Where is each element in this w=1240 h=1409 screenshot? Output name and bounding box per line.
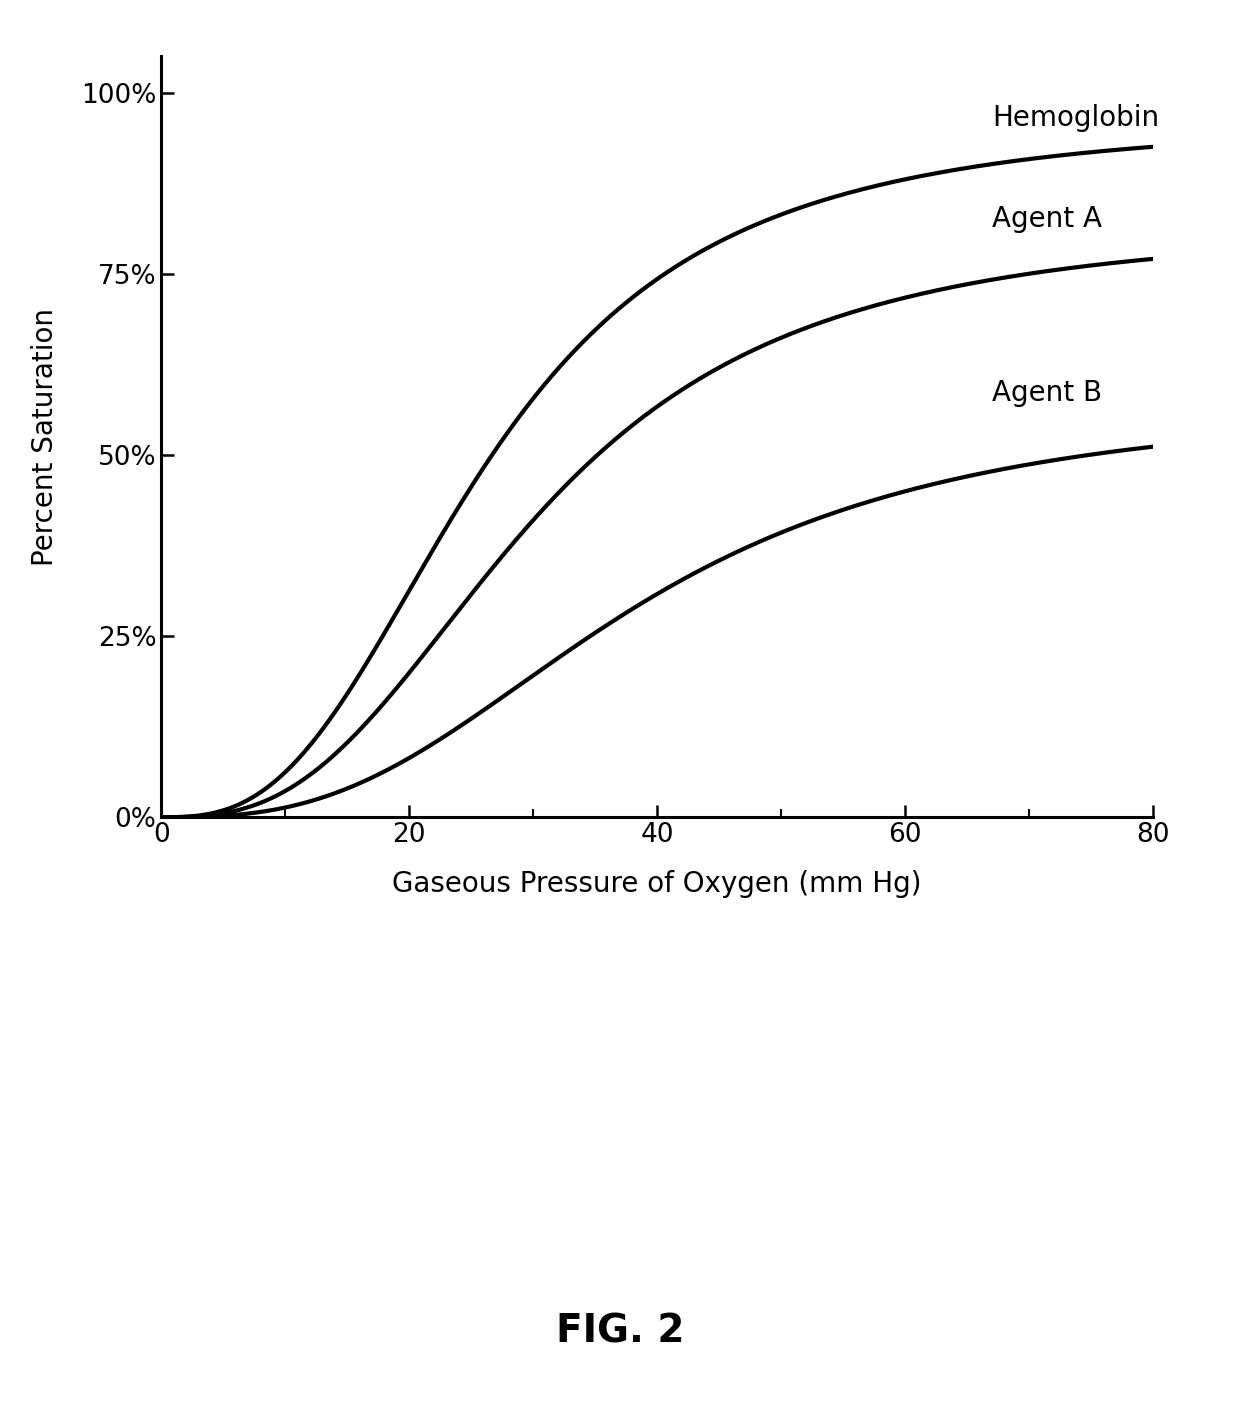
Text: FIG. 2: FIG. 2 — [556, 1313, 684, 1350]
Text: Agent B: Agent B — [992, 379, 1102, 407]
Y-axis label: Percent Saturation: Percent Saturation — [31, 307, 58, 566]
X-axis label: Gaseous Pressure of Oxygen (mm Hg): Gaseous Pressure of Oxygen (mm Hg) — [392, 871, 923, 899]
Text: Hemoglobin: Hemoglobin — [992, 104, 1159, 132]
Text: Agent A: Agent A — [992, 206, 1102, 234]
